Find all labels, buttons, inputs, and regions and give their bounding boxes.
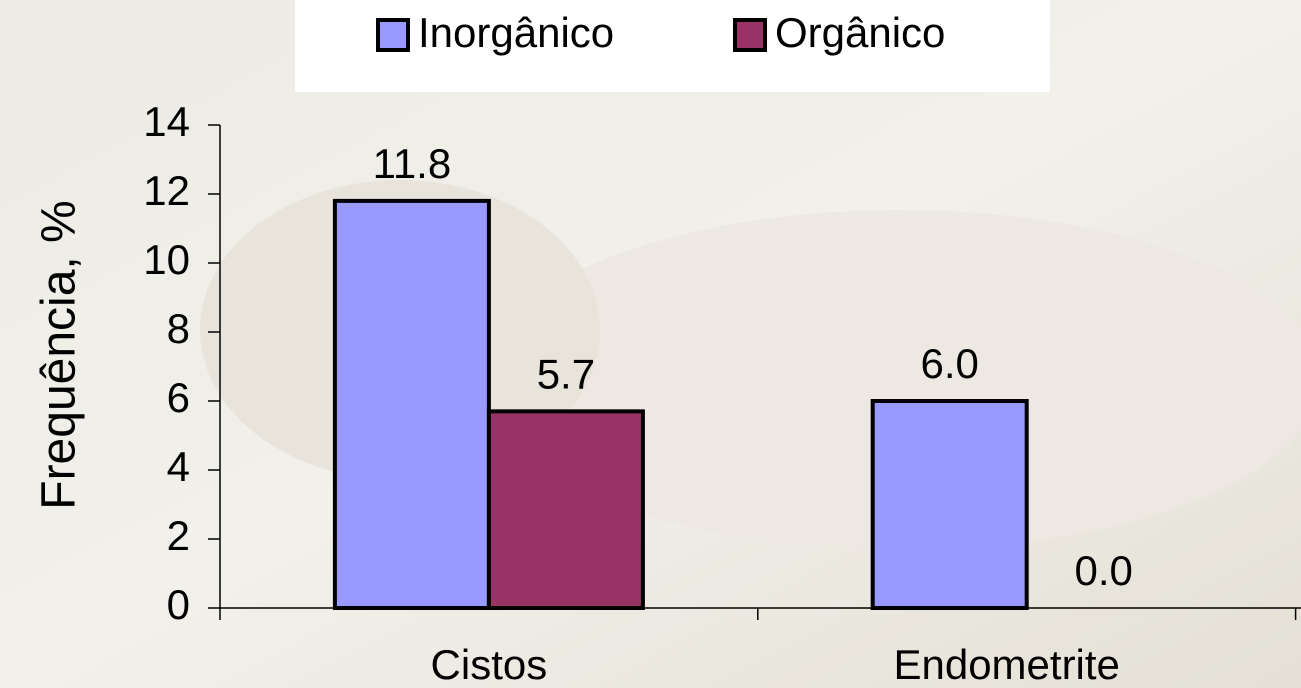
background-shape <box>480 210 1301 550</box>
legend-label: Orgânico <box>775 9 945 56</box>
y-tick-label: 6 <box>167 374 190 421</box>
y-tick-label: 10 <box>143 236 190 283</box>
y-tick-label: 12 <box>143 167 190 214</box>
x-tick-label: Cistos <box>431 641 548 688</box>
legend-box <box>295 0 1050 92</box>
legend-label: Inorgânico <box>418 9 614 56</box>
y-tick-label: 4 <box>167 443 190 490</box>
bar <box>486 409 645 610</box>
legend-swatch <box>376 18 410 52</box>
y-axis-title: Frequência, % <box>33 200 86 510</box>
y-tick-label: 0 <box>167 581 190 628</box>
y-tick-label: 2 <box>167 512 190 559</box>
value-label: 5.7 <box>537 350 595 397</box>
value-label: 0.0 <box>1075 547 1133 594</box>
bar <box>870 399 1029 610</box>
x-tick-label: Endometrite <box>893 641 1119 688</box>
y-tick-label: 14 <box>143 98 190 145</box>
value-label: 11.8 <box>373 140 452 187</box>
bar <box>332 198 491 610</box>
value-label: 6.0 <box>921 340 979 387</box>
y-tick-label: 8 <box>167 305 190 352</box>
legend-swatch <box>733 18 767 52</box>
